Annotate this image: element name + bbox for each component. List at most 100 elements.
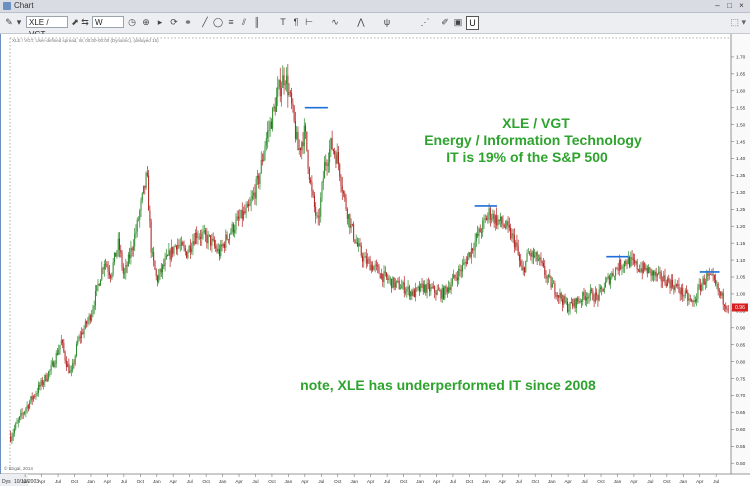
play-icon[interactable]: ▸: [157, 17, 163, 27]
x-tick-label: Jan: [548, 479, 556, 485]
candle-body-up: [84, 321, 86, 329]
candle-body-down: [493, 213, 495, 224]
candle-body-up: [25, 408, 27, 412]
candle-body-up: [249, 203, 251, 206]
clock-icon[interactable]: ◷: [128, 17, 136, 27]
regression-tool-icon[interactable]: ⋰: [420, 17, 430, 27]
bars-tool-icon[interactable]: ║: [253, 17, 261, 27]
candle-body-down: [196, 232, 198, 238]
candle-body-down: [629, 256, 631, 267]
link-icon[interactable]: ⚭: [184, 17, 192, 27]
candle-body-up: [36, 392, 38, 394]
candle-body-down: [501, 216, 503, 224]
candle-body-down: [722, 292, 724, 305]
period-input[interactable]: W: [92, 16, 124, 28]
candle-body-down: [98, 284, 100, 286]
candle-body-down: [391, 278, 393, 289]
candle-body-up: [607, 275, 609, 279]
resistance-lines: [304, 106, 720, 273]
candle-body-up: [111, 273, 113, 279]
candle-body-down: [612, 273, 614, 276]
price-chart[interactable]: XLE / VGT, User-defined spread, W, 00:00…: [0, 34, 750, 486]
candle-body-up: [478, 228, 480, 237]
candle-body-down: [313, 195, 315, 208]
candle-body-down: [167, 255, 169, 257]
candle-body-down: [718, 291, 720, 292]
candle-body-down: [646, 267, 648, 274]
candle-body-up: [222, 244, 224, 247]
candle-body-down: [292, 103, 294, 107]
compare-icon[interactable]: ⇆: [81, 17, 89, 27]
line-tool-icon[interactable]: ╱: [202, 17, 208, 27]
maximize-icon[interactable]: □: [727, 1, 732, 10]
candle-body-down: [283, 75, 285, 86]
candle-body-down: [459, 269, 461, 271]
candle-body-down: [723, 304, 725, 306]
candle-body-down: [673, 286, 675, 291]
candle-body-down: [602, 288, 604, 292]
minimize-icon[interactable]: –: [715, 1, 720, 10]
candle-body-down: [144, 185, 146, 188]
brush-icon[interactable]: ✐: [441, 17, 449, 27]
channel-tool-icon[interactable]: ⫽: [241, 17, 246, 27]
candle-body-up: [316, 215, 318, 217]
image-icon[interactable]: ▣: [453, 17, 463, 27]
pitchfork-tool-icon[interactable]: ψ: [383, 17, 391, 27]
candle-body-up: [515, 242, 517, 248]
price-tool-icon[interactable]: ¶: [293, 17, 299, 27]
candle-body-down: [694, 300, 696, 302]
close-icon[interactable]: ×: [739, 1, 744, 10]
candle-body-down: [665, 283, 667, 287]
candle-body-down: [41, 380, 43, 385]
cycle-tool-icon[interactable]: ∿: [331, 17, 339, 27]
candle-body-down: [601, 287, 603, 289]
candle-body-up: [246, 203, 248, 208]
candle-body-up: [618, 260, 620, 271]
y-tick-label: 0.75: [736, 376, 746, 382]
candle-body-up: [463, 262, 465, 265]
candle-body-up: [113, 252, 115, 263]
candle-body-down: [212, 238, 214, 240]
underline-button[interactable]: U: [466, 16, 479, 30]
candle-body-up: [373, 266, 375, 271]
candle-body-up: [451, 278, 453, 285]
fib-tool-icon[interactable]: ≡: [228, 17, 234, 27]
candle-body-up: [439, 290, 441, 291]
text-tool-icon[interactable]: T: [280, 17, 286, 27]
symbol-input[interactable]: XLE / VGT: [26, 16, 68, 39]
candle-body-down: [465, 261, 467, 265]
y-tick-label: 1.60: [736, 88, 746, 94]
x-tick-label: Apr: [235, 479, 243, 485]
candle-body-up: [702, 278, 704, 285]
candle-body-up: [436, 289, 438, 295]
candle-body-up: [688, 298, 690, 301]
measure-tool-icon[interactable]: ⊢: [305, 17, 313, 27]
gann-tool-icon[interactable]: ⋀: [357, 17, 365, 27]
candle-body-down: [315, 207, 317, 216]
candle-body-up: [69, 370, 71, 374]
ellipse-tool-icon[interactable]: ◯: [213, 17, 224, 27]
candle-body-down: [437, 289, 439, 291]
x-tick-label: Oct: [400, 479, 408, 485]
candle-body-up: [191, 248, 193, 252]
refresh-icon[interactable]: ⟳: [170, 17, 178, 27]
toolbar-overflow-icon[interactable]: ⬚ ▾: [730, 17, 746, 27]
candle-body-up: [12, 433, 14, 437]
candle-body-up: [697, 287, 699, 299]
candle-body-down: [226, 234, 228, 240]
candle-body-up: [77, 340, 79, 345]
candle-body-up: [640, 268, 642, 272]
candle-body-up: [197, 237, 199, 239]
x-tick-label: Jan: [87, 479, 95, 485]
candle-body-up: [96, 285, 98, 292]
candle-body-down: [63, 342, 65, 352]
pencil-icon[interactable]: ✎: [5, 17, 13, 27]
crosshair-icon[interactable]: ⊕: [142, 17, 150, 27]
chevron-down-icon[interactable]: ▾: [16, 17, 22, 27]
candle-body-down: [182, 242, 184, 246]
x-tick-label: Apr: [630, 479, 638, 485]
arrow-icon[interactable]: ⬈: [71, 17, 79, 27]
candle-body-up: [251, 195, 253, 200]
candle-body-down: [713, 275, 715, 280]
candle-body-up: [613, 275, 615, 277]
